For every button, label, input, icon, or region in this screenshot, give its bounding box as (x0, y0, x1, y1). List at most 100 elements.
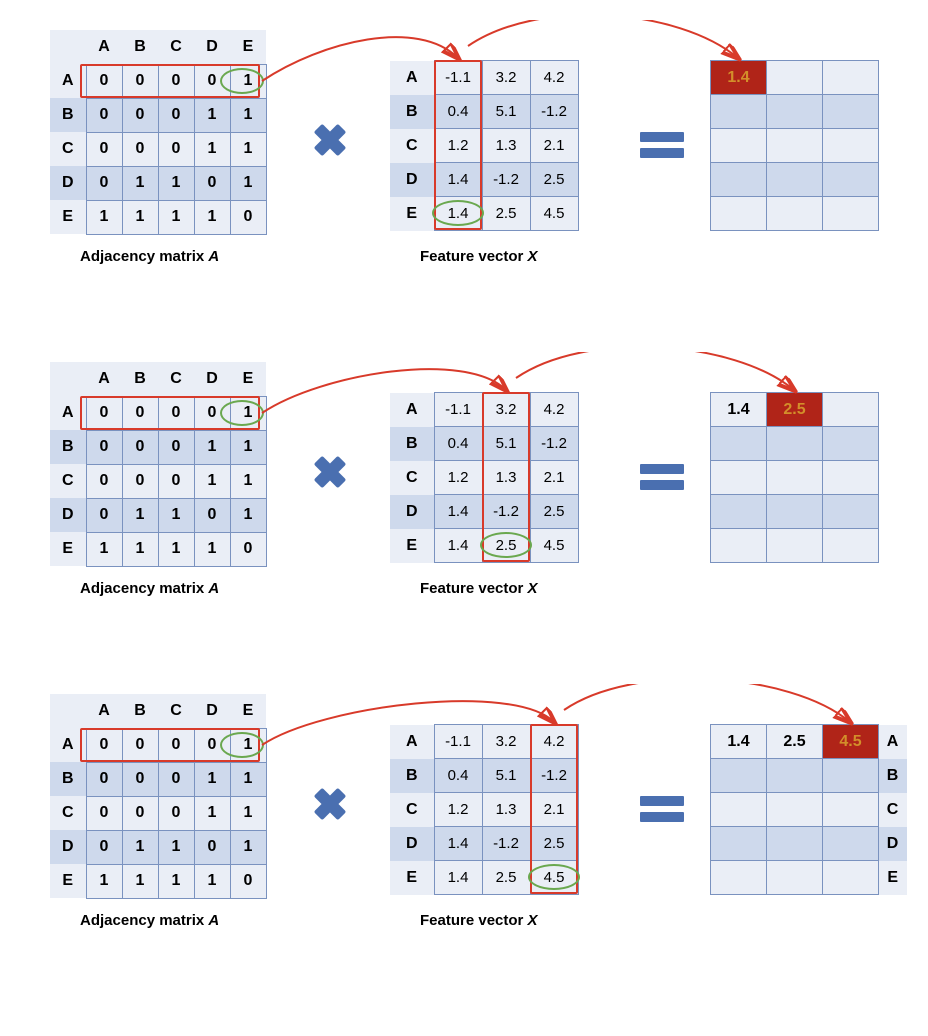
row-header: C (50, 132, 86, 166)
equals-icon (640, 794, 684, 824)
adjacency-cell: 1 (230, 464, 266, 498)
result-cell: 4.5 (823, 725, 879, 759)
result-cell (823, 95, 879, 129)
result-cell (711, 129, 767, 163)
feature-cell: -1.2 (482, 163, 530, 197)
result-cell (767, 197, 823, 231)
row-header: E (390, 861, 434, 895)
result-cell (823, 197, 879, 231)
adjacency-cell: 0 (230, 532, 266, 566)
row-header: C (50, 796, 86, 830)
result-cell (711, 529, 767, 563)
result-cell (767, 759, 823, 793)
adjacency-cell: 0 (122, 132, 158, 166)
result-cell (711, 461, 767, 495)
row-header: B (50, 430, 86, 464)
adjacency-cell: 0 (158, 728, 194, 762)
row-header: B (390, 759, 434, 793)
arrow (564, 684, 850, 722)
result-cell (823, 827, 879, 861)
col-header: D (194, 362, 230, 396)
feature-cell: 2.5 (482, 861, 530, 895)
row-header: E (879, 861, 907, 895)
adjacency-cell: 1 (230, 498, 266, 532)
feature-cell: -1.2 (530, 95, 578, 129)
row-header: A (50, 396, 86, 430)
adjacency-cell: 1 (194, 464, 230, 498)
adjacency-cell: 1 (122, 498, 158, 532)
feature-cell: 2.1 (530, 461, 578, 495)
adjacency-cell: 1 (122, 830, 158, 864)
adjacency-caption: Adjacency matrix A (80, 912, 219, 929)
feature-cell: 4.2 (530, 393, 578, 427)
adjacency-cell: 1 (122, 864, 158, 898)
adjacency-cell: 1 (230, 762, 266, 796)
result-cell (767, 427, 823, 461)
result-cell (767, 61, 823, 95)
feature-cell: 1.2 (434, 461, 482, 495)
adjacency-cell: 1 (194, 796, 230, 830)
result-cell (767, 461, 823, 495)
feature-caption: Feature vector X (420, 580, 538, 597)
result-cell (711, 759, 767, 793)
feature-matrix: A-1.13.24.2B0.45.1-1.2C1.21.32.1D1.4-1.2… (390, 60, 579, 231)
adjacency-cell: 1 (158, 498, 194, 532)
result-cell: 2.5 (767, 725, 823, 759)
feature-cell: 5.1 (482, 427, 530, 461)
feature-cell: -1.2 (482, 495, 530, 529)
multiply-icon (310, 452, 350, 492)
adjacency-cell: 0 (86, 498, 122, 532)
adjacency-cell: 1 (158, 166, 194, 200)
adjacency-cell: 0 (194, 166, 230, 200)
col-header: C (158, 362, 194, 396)
adjacency-cell: 1 (194, 132, 230, 166)
row-header: B (50, 762, 86, 796)
adjacency-cell: 0 (158, 64, 194, 98)
result-matrix: 1.42.54.5ABCDE (710, 724, 907, 895)
feature-cell: 2.5 (530, 163, 578, 197)
row-header: C (390, 129, 434, 163)
result-cell: 1.4 (711, 61, 767, 95)
equals-icon (640, 462, 684, 492)
row-header: A (390, 61, 434, 95)
adjacency-cell: 0 (158, 762, 194, 796)
arrow (516, 352, 794, 390)
result-cell (711, 197, 767, 231)
result-cell (767, 827, 823, 861)
row-header: E (50, 864, 86, 898)
col-header: A (86, 362, 122, 396)
result-cell (711, 861, 767, 895)
adjacency-cell: 0 (86, 64, 122, 98)
diagram-panel: ABCDEA00001B00011C00011D01101E11110Adjac… (20, 684, 908, 1004)
diagram-panel: ABCDEA00001B00011C00011D01101E11110Adjac… (20, 352, 908, 672)
adjacency-cell: 1 (158, 830, 194, 864)
result-cell (823, 427, 879, 461)
result-cell (823, 129, 879, 163)
feature-cell: 5.1 (482, 95, 530, 129)
feature-cell: 0.4 (434, 759, 482, 793)
row-header: E (390, 197, 434, 231)
row-header: D (390, 495, 434, 529)
row-header: B (390, 427, 434, 461)
multiply-icon (310, 784, 350, 824)
feature-cell: 4.5 (530, 529, 578, 563)
result-cell (767, 129, 823, 163)
row-header: D (879, 827, 907, 861)
col-header: A (86, 30, 122, 64)
col-header: B (122, 694, 158, 728)
row-header: A (390, 393, 434, 427)
result-cell (711, 95, 767, 129)
row-header: E (390, 529, 434, 563)
feature-cell: 3.2 (482, 393, 530, 427)
result-cell (767, 163, 823, 197)
adjacency-cell: 0 (122, 762, 158, 796)
feature-cell: 2.1 (530, 793, 578, 827)
row-header: C (390, 793, 434, 827)
result-cell (823, 393, 879, 427)
adjacency-cell: 1 (194, 200, 230, 234)
adjacency-cell: 0 (158, 98, 194, 132)
feature-caption: Feature vector X (420, 912, 538, 929)
adjacency-cell: 1 (122, 166, 158, 200)
adjacency-cell: 1 (230, 98, 266, 132)
row-header: E (50, 200, 86, 234)
